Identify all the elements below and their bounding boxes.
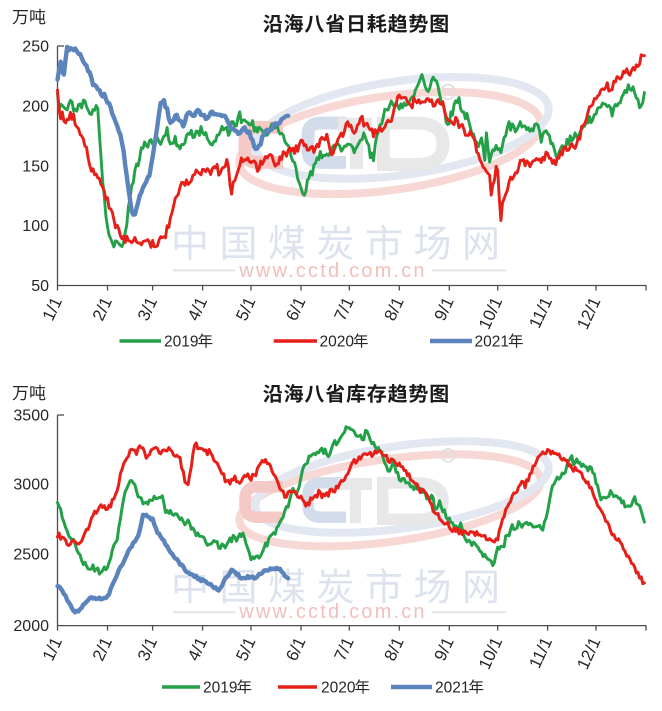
svg-text:www.cctd.com.cn: www.cctd.com.cn [238, 260, 426, 282]
svg-text:www.cctd.com.cn: www.cctd.com.cn [238, 601, 426, 623]
svg-text:2020: 2020 [320, 334, 355, 351]
svg-text:R: R [444, 451, 452, 463]
svg-text:2019: 2019 [164, 334, 198, 351]
svg-text:250: 250 [22, 39, 49, 56]
svg-text:3000: 3000 [13, 476, 49, 493]
svg-text:200: 200 [22, 98, 49, 115]
svg-text:50: 50 [31, 278, 49, 295]
svg-text:2021: 2021 [435, 680, 469, 697]
svg-text:2021: 2021 [475, 334, 509, 351]
svg-text:100: 100 [22, 218, 49, 235]
svg-text:150: 150 [22, 158, 49, 175]
svg-text:2500: 2500 [13, 547, 49, 564]
svg-text:R: R [444, 86, 453, 100]
svg-text:2020: 2020 [321, 680, 356, 697]
svg-text:2000: 2000 [13, 618, 49, 635]
svg-text:3500: 3500 [13, 408, 49, 425]
svg-text:2019: 2019 [203, 680, 237, 697]
